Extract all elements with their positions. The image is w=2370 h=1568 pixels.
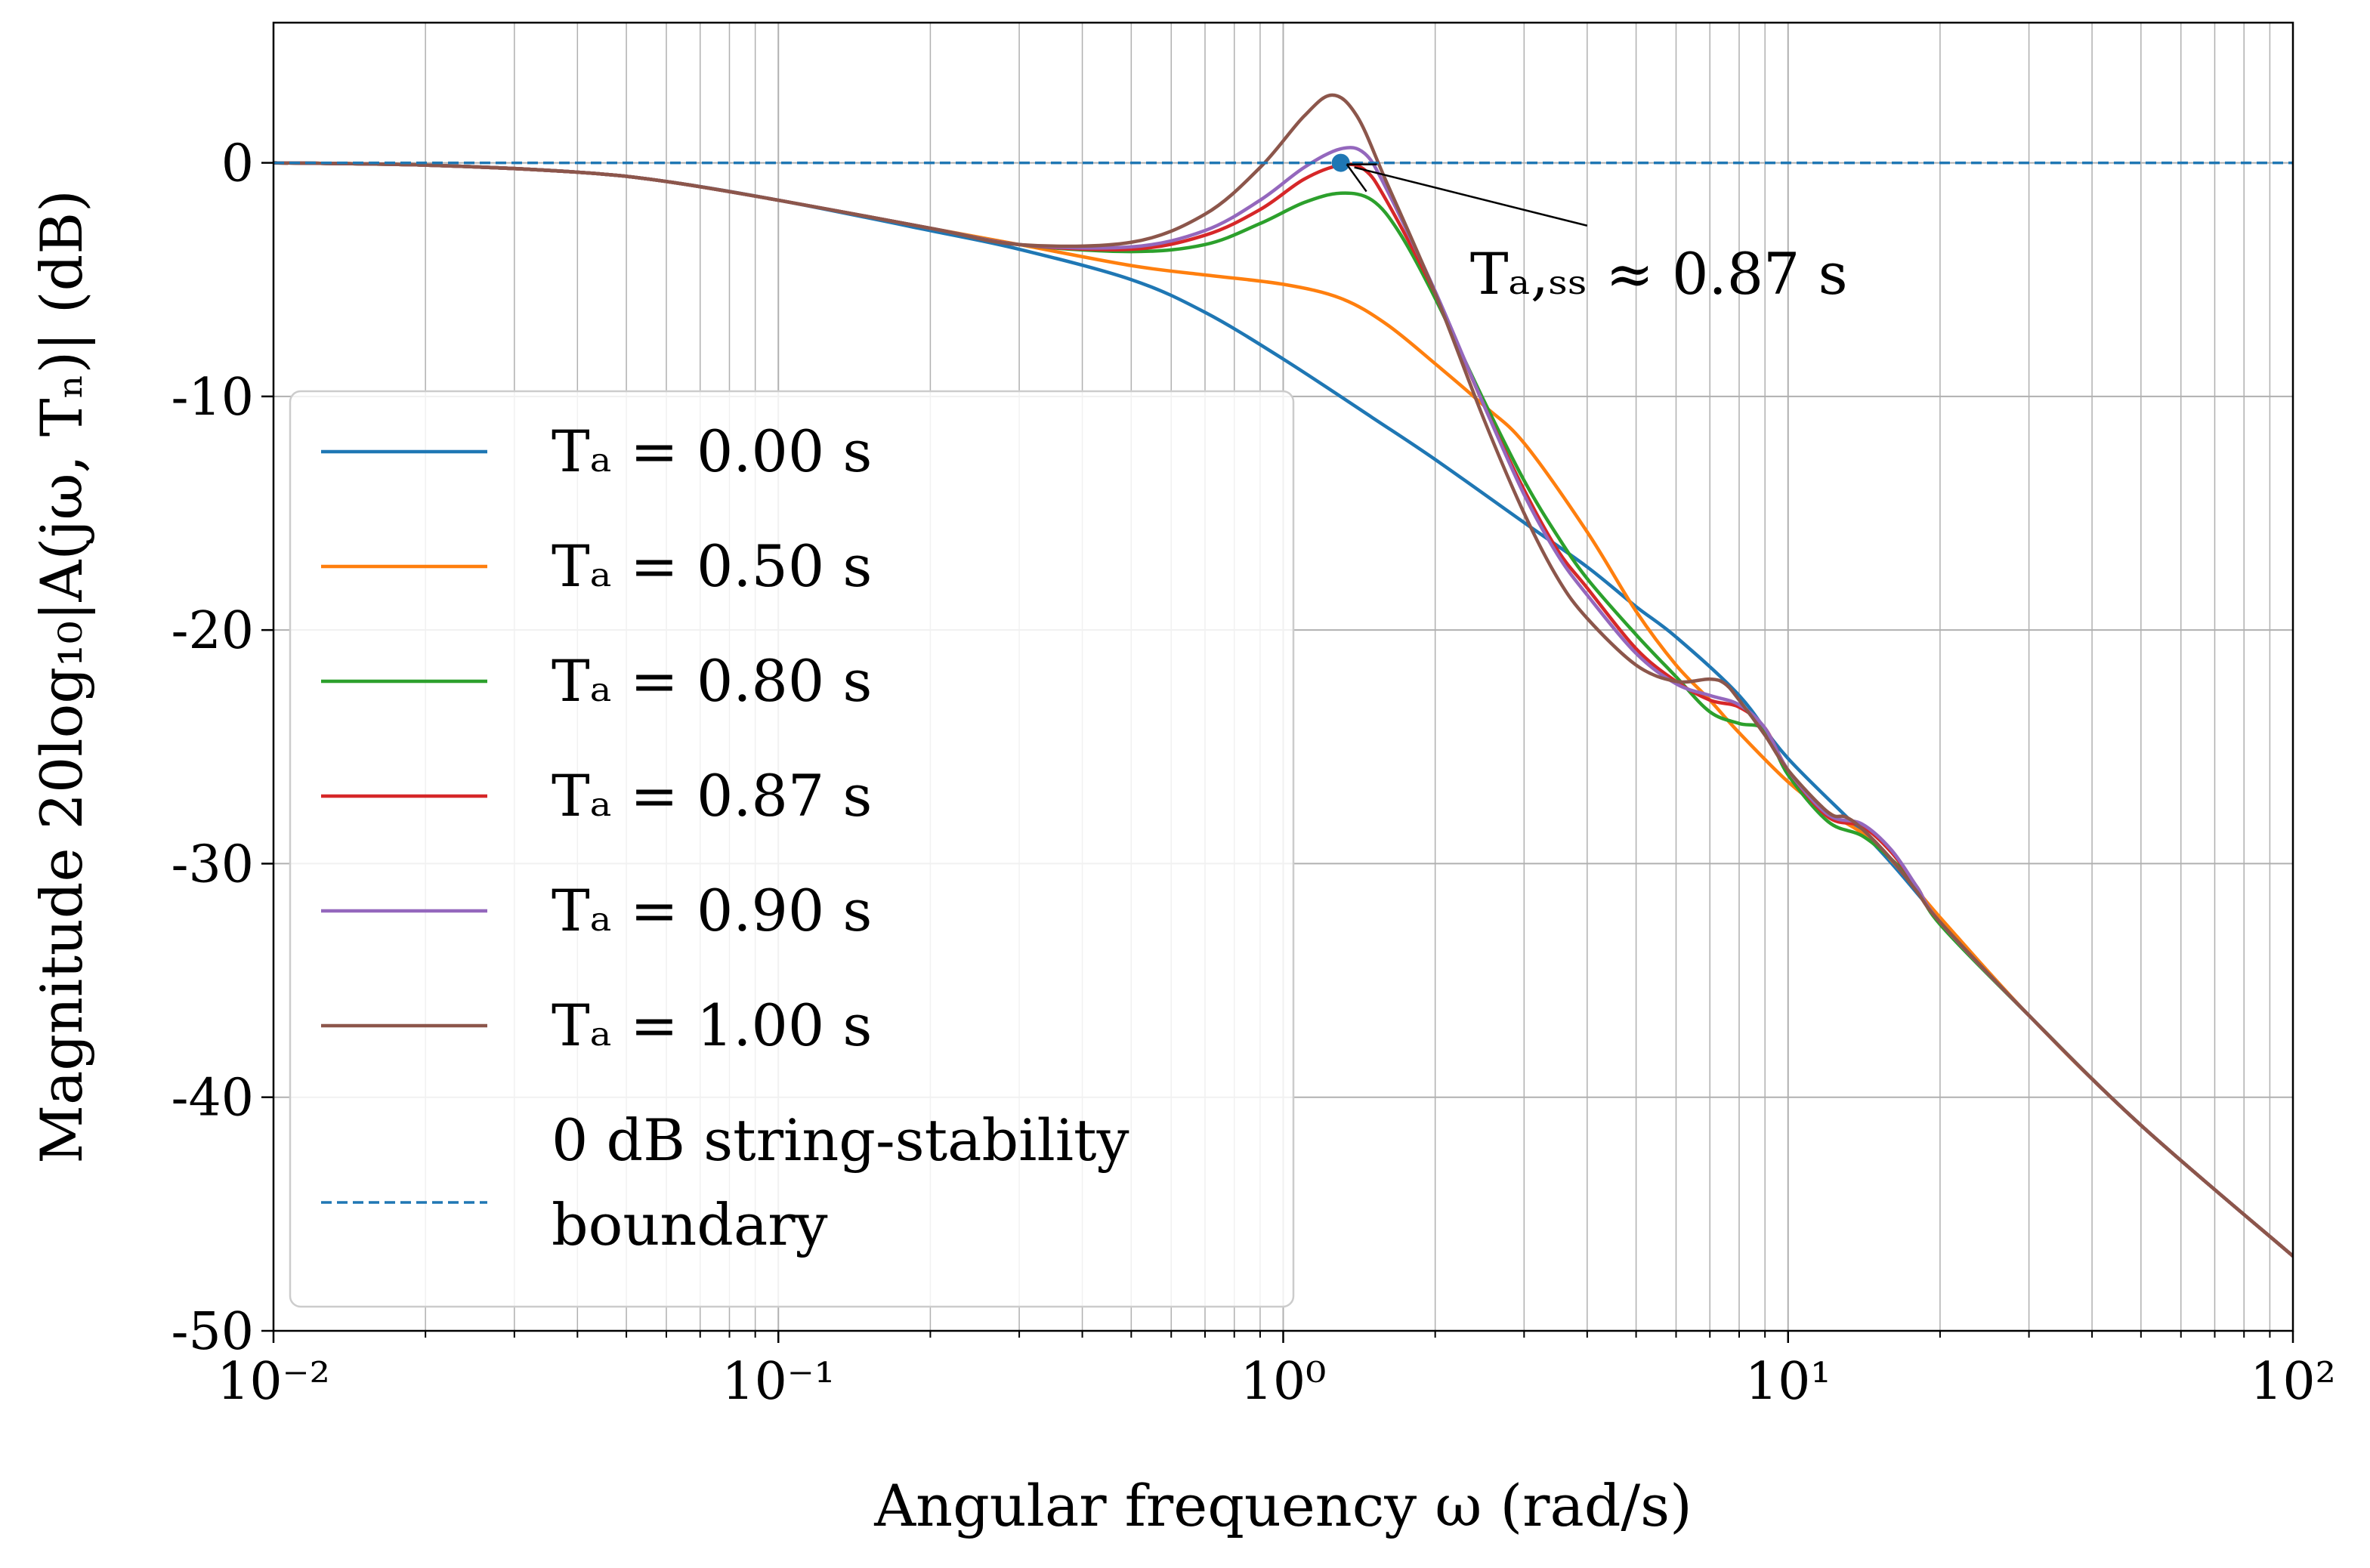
legend-label-3: Tₐ = 0.87 s (552, 762, 872, 829)
legend-label-6-line2: boundary (552, 1191, 828, 1258)
legend: Tₐ = 0.00 s Tₐ = 0.50 s Tₐ = 0.80 s Tₐ = 0.… (289, 390, 1295, 1308)
legend-label-6: 0 dB string-stability (552, 1107, 1129, 1174)
y-tick-label: -50 (171, 1302, 254, 1362)
legend-label-4: Tₐ = 0.90 s (552, 877, 872, 944)
x-tick-label: 10⁻² (217, 1352, 330, 1412)
legend-label-1: Tₐ = 0.50 s (552, 532, 872, 600)
series-line-5 (273, 93, 2293, 1258)
x-axis-title: Angular frequency ω (rad/s) (873, 1472, 1692, 1539)
x-tick-label: 10² (2250, 1352, 2336, 1412)
y-axis-title: Magnitude 20log₁₀|A(jω, Tₙ)| (dB) (28, 190, 95, 1163)
y-tick-label: -40 (171, 1069, 254, 1128)
legend-label-2: Tₐ = 0.80 s (552, 647, 872, 715)
legend-label-0: Tₐ = 0.00 s (552, 418, 872, 485)
y-tick-label: -20 (171, 601, 254, 661)
x-tick-label: 10⁰ (1241, 1352, 1327, 1412)
x-tick-label: 10⁻¹ (722, 1352, 835, 1412)
legend-label-5: Tₐ = 1.00 s (552, 992, 872, 1059)
legend-box (289, 390, 1295, 1308)
y-tick-label: -30 (171, 835, 254, 894)
y-tick-label: 0 (221, 134, 254, 194)
annotation-arrow-line (1354, 166, 1588, 227)
series-layer (273, 93, 2293, 1258)
annotation-arrow-head (1346, 163, 1377, 193)
x-tick-label: 10¹ (1745, 1352, 1831, 1412)
annotation-label: Tₐ,ₛₛ ≈ 0.87 s (1470, 240, 1848, 307)
y-tick-label: -10 (171, 368, 254, 427)
ticks: 10⁻² 10⁻¹ 10⁰ 10¹ 10² 0 -10 -20 -30 -40 -50 (171, 134, 2335, 1412)
annotation: Tₐ,ₛₛ ≈ 0.87 s (1331, 153, 1848, 307)
marker-point (1331, 153, 1350, 172)
